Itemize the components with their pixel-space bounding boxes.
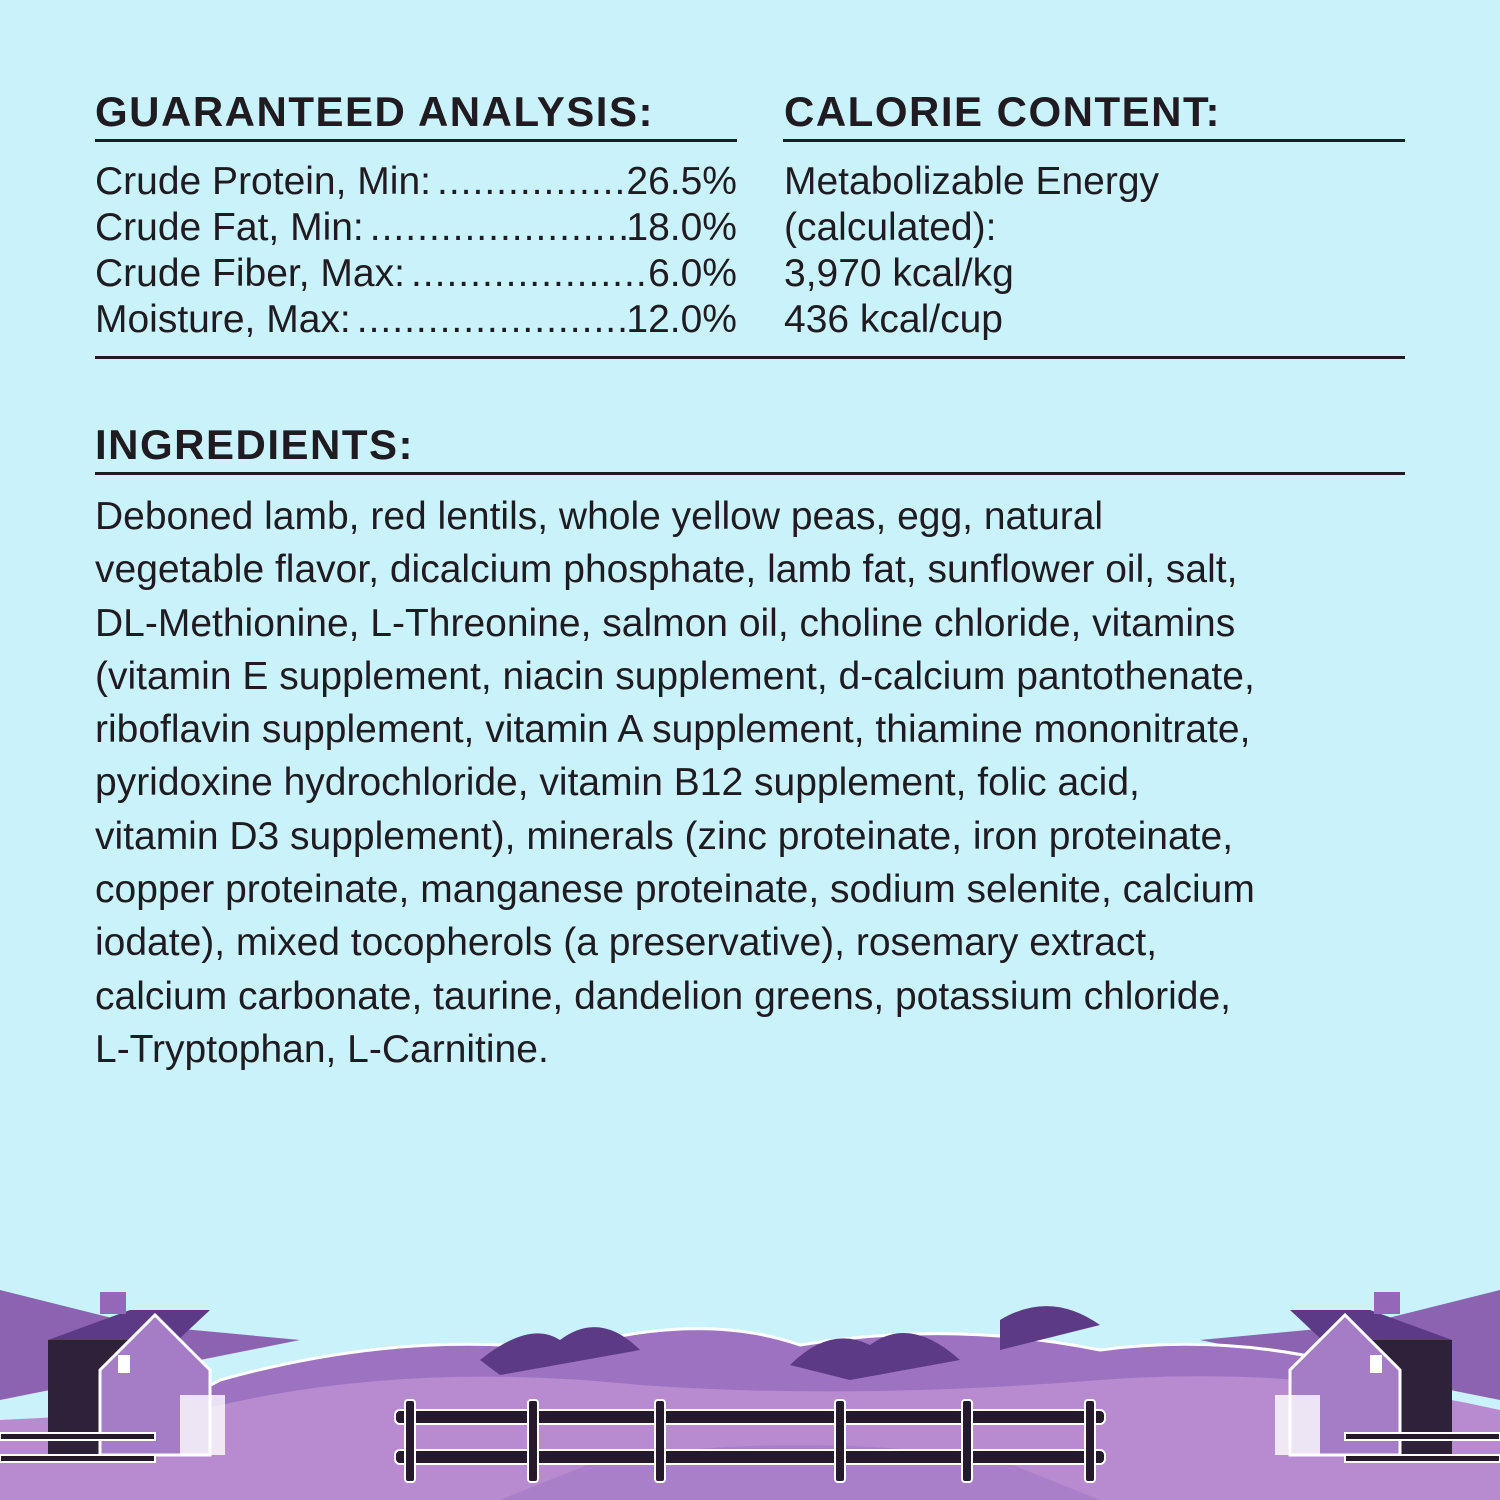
ingredients-line: Deboned lamb, red lentils, whole yellow … [95,495,1104,538]
ingredients-line: riboflavin supplement, vitamin A supplem… [95,708,1251,752]
analysis-row: Moisture, Max: 12.0% [95,297,737,343]
ingredients-line: vitamin D3 supplement), minerals (zinc p… [95,814,1234,858]
ingredients-line: pyridoxine hydrochloride, vitamin B12 su… [95,761,1140,805]
ingredients-line: iodate), mixed tocopherols (a preservati… [95,921,1158,965]
calorie-line: (calculated): [784,206,997,249]
analysis-label: Crude Fiber, Max: [95,252,405,295]
ingredients-line: copper proteinate, manganese proteinate,… [95,868,1255,912]
divider [95,139,737,142]
calorie-line: 436 kcal/cup [784,298,1003,341]
guaranteed-analysis-heading: GUARANTEED ANALYSIS: [95,88,654,135]
analysis-label: Moisture, Max: [95,298,351,341]
leader-dots [431,159,626,205]
analysis-value: 6.0% [648,252,737,295]
ingredients-line: DL-Methionine, L-Threonine, salmon oil, … [95,601,1236,645]
analysis-label: Crude Protein, Min: [95,160,431,203]
calorie-line: Metabolizable Energy [784,160,1160,203]
analysis-value: 12.0% [626,298,737,341]
fence [0,1399,1500,1483]
leader-dots [405,251,648,297]
divider [783,139,1405,142]
farm-illustration [0,1290,1500,1500]
analysis-row: Crude Fat, Min: 18.0% [95,205,737,251]
ingredients-line: (vitamin E supplement, niacin supplement… [95,654,1255,698]
calorie-line: 3,970 kcal/kg [784,252,1014,295]
ingredients-line: vegetable flavor, dicalcium phosphate, l… [95,548,1238,592]
analysis-label: Crude Fat, Min: [95,206,364,249]
calorie-content-heading: CALORIE CONTENT: [784,88,1221,135]
ingredients-list: Deboned lamb, red lentils, whole yellow … [95,490,1255,1076]
ingredients-line: calcium carbonate, taurine, dandelion gr… [95,974,1231,1018]
analysis-value: 26.5% [626,160,737,203]
leader-dots [364,205,627,251]
divider [95,356,1405,359]
ingredients-line: L-Tryptophan, L-Carnitine. [95,1027,549,1071]
divider [95,472,1405,475]
analysis-row: Crude Protein, Min: 26.5% [95,159,737,205]
leader-dots [351,297,627,343]
ingredients-heading: INGREDIENTS: [95,421,415,468]
analysis-row: Crude Fiber, Max: 6.0% [95,251,737,297]
analysis-value: 18.0% [626,206,737,249]
